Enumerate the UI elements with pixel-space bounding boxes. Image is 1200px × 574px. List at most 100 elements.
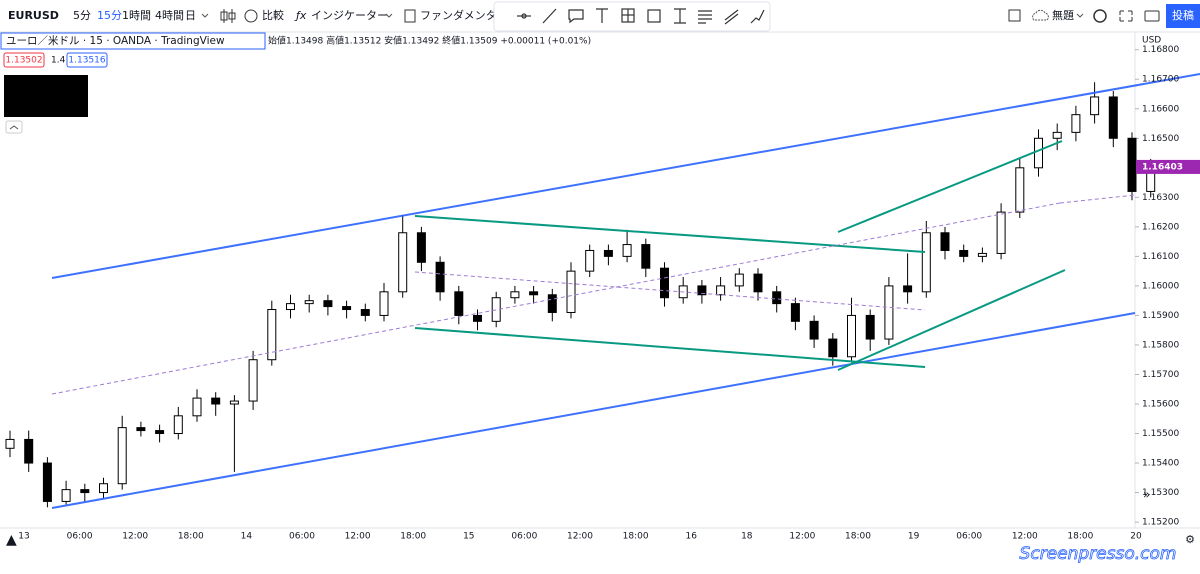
camera-icon[interactable] [1144,10,1160,22]
candle-body [99,483,108,494]
trend-line [51,73,1200,279]
bid-price[interactable]: 1.13502 [5,56,42,66]
y-tick-label: 1.16700 [1142,75,1179,85]
bid-box[interactable] [3,52,45,68]
candle-type-icon[interactable] [220,9,236,23]
candle-body [753,273,763,293]
candle-body [1052,131,1062,139]
x-tick-label: 12:00 [789,532,815,542]
y-tick-label: 1.15200 [1142,518,1179,528]
candle-body [80,489,90,494]
y-tick-label: 1.16100 [1142,252,1179,262]
candle-body [959,249,969,257]
compare-icon[interactable] [244,9,258,23]
watermark: Screenpresso.com [1020,544,1177,564]
fundamentals-icon[interactable] [404,9,416,23]
x-tick-label: 18:00 [1067,532,1093,542]
y-tick-label: 1.15900 [1142,311,1179,321]
y-tick-label: 1.16000 [1142,281,1179,291]
y-tick-label: 1.16200 [1142,222,1179,232]
cloud-icon[interactable] [1032,9,1049,21]
settings-icon[interactable] [1093,9,1107,23]
candle-body [342,306,352,311]
compare-button[interactable]: 比較 [262,8,284,22]
candle-body [884,285,894,340]
interval[interactable]: 4時間 [155,9,184,22]
candle-body [1015,167,1025,213]
publish-label[interactable]: 投稿 [1172,8,1194,22]
indicators-button[interactable]: インジケーター [311,9,388,22]
x-tick-label: 06:00 [956,532,982,542]
candle-body [229,400,239,405]
candle-body [828,338,838,358]
channel-line [837,269,1066,371]
dropdown-icon[interactable] [385,13,393,18]
candle-body [790,303,800,322]
x-tick-label: 06:00 [289,532,315,542]
candle-body [903,285,913,293]
candle-body [603,249,613,257]
symbol[interactable]: EURUSD [8,9,59,22]
candle-body [211,397,221,405]
drawing-tools[interactable] [517,8,765,25]
regression-line [1059,194,1136,204]
candle-body [1090,96,1100,116]
x-tick-label: 20 [1130,532,1142,542]
square-icon[interactable] [1008,9,1021,22]
candle-body [772,291,782,305]
y-tick-label: 1.16800 [1142,45,1179,55]
x-tick-label: 18 [741,532,753,542]
candle-body [1071,114,1081,133]
candle-body [996,211,1006,254]
interval[interactable]: 5分 [73,9,91,22]
candle-body [155,430,165,435]
candle-body [809,320,819,340]
interval[interactable]: 日 [185,9,196,22]
candle-body [435,261,445,293]
y-tick-label: 1.15700 [1142,370,1179,380]
trend-line [51,312,1136,509]
publish-button[interactable] [1166,4,1200,28]
last-price-box [1136,159,1200,174]
x-tick-label: 06:00 [67,532,93,542]
scroll-button[interactable]: » [1143,488,1150,502]
candle-body [473,314,482,322]
currency-label: USD [1142,36,1161,46]
candle-body [547,294,557,313]
regression-line [414,271,926,311]
interval[interactable]: 1時間 [122,9,151,22]
candle-body [192,397,202,417]
legend-ohlc: 始値1.13498 高値1.13512 安値1.13492 終値1.13509 … [268,35,591,47]
ask-box[interactable] [66,52,108,68]
legend-box[interactable] [0,32,266,50]
indicator-icon[interactable]: ƒx [294,9,307,22]
redaction [4,75,88,117]
candle-body [734,273,744,287]
candle-body [454,291,464,316]
y-tick-label: 1.15600 [1142,400,1179,410]
candle-body [697,285,707,296]
dropdown-icon[interactable] [201,13,209,18]
drawing-toolbar [493,1,771,32]
candle-body [921,232,931,293]
candle-body [267,309,277,361]
spread: 1.4 [51,56,66,66]
candle-body [286,303,295,311]
candle-body [510,291,520,299]
y-tick-label: 1.15400 [1142,459,1179,469]
candle-body [398,232,408,293]
interval[interactable]: 15分 [97,9,122,22]
ask-price[interactable]: 1.13516 [68,56,105,66]
fullscreen-icon[interactable] [1119,10,1133,22]
dropdown-icon[interactable] [1076,13,1084,18]
candle-body [136,427,146,432]
axis-settings[interactable]: ⚙ [1185,533,1195,546]
layout-name[interactable]: 無題 [1052,8,1074,22]
candle-body [1034,137,1043,169]
candle-body [491,297,501,322]
candle-body [5,438,15,449]
collapse-button[interactable] [5,120,23,134]
candle-body [847,314,856,358]
fundamentals-button[interactable]: ファンダメンタル [420,8,508,22]
